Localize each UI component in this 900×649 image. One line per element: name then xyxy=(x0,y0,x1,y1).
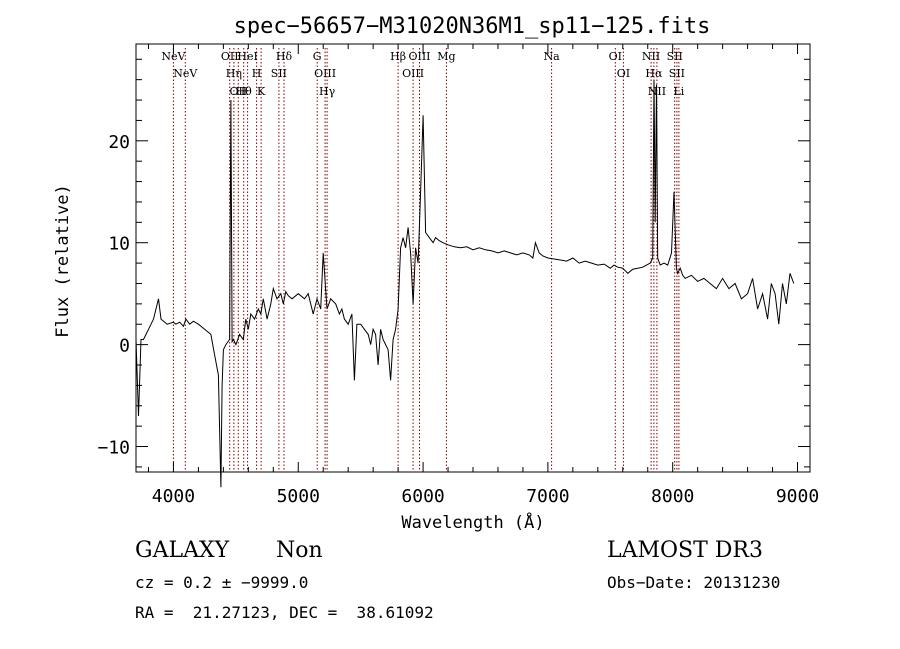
line-label: OI xyxy=(609,50,622,63)
line-label: OIII xyxy=(402,67,424,80)
line-label: SII xyxy=(667,50,683,63)
line-label: OII xyxy=(229,85,247,98)
line-label: NII xyxy=(642,50,660,63)
spectral-line-labels: NeVNeVOIIHηOIIHθHeIHKHδSIIGOIIIHγHβOIIIO… xyxy=(161,50,685,98)
y-axis-label: Flux (relative) xyxy=(53,184,73,338)
x-tick-label: 9000 xyxy=(776,486,819,507)
x-tick-label: 5000 xyxy=(277,486,320,507)
observation-date: Obs−Date: 20131230 xyxy=(607,573,781,592)
coordinates-text: RA = 21.27123, DEC = 38.61092 xyxy=(135,603,434,622)
line-label: Li xyxy=(673,85,684,98)
chart-title: spec−56657−M31020N36M1_sp11−125.fits xyxy=(234,14,711,39)
line-label: OI xyxy=(617,67,630,80)
line-label: HeI xyxy=(237,50,257,63)
spectrum-line xyxy=(135,79,795,488)
x-tick-label: 7000 xyxy=(526,486,569,507)
line-label: G xyxy=(313,50,322,63)
line-label: H xyxy=(252,67,262,80)
line-label: K xyxy=(257,85,266,98)
line-label: Hβ xyxy=(390,50,406,63)
line-label: OIII xyxy=(408,50,430,63)
axis-ticks: 4000 5000 6000 7000 8000 9000 −10 0 10 20 xyxy=(97,44,819,507)
x-tick-label: 8000 xyxy=(651,486,694,507)
plot-frame xyxy=(135,43,811,473)
object-class: GALAXY xyxy=(135,538,230,563)
line-label: Hγ xyxy=(319,85,336,98)
line-label: Hα xyxy=(645,67,663,80)
object-subclass: Non xyxy=(276,538,323,563)
line-label: OII xyxy=(221,50,239,63)
y-tick-label: 20 xyxy=(108,132,130,153)
y-tick-label: −10 xyxy=(97,438,130,459)
line-label: OIII xyxy=(314,67,336,80)
line-label: NeV xyxy=(161,50,186,63)
x-tick-label: 4000 xyxy=(152,486,195,507)
y-tick-label: 10 xyxy=(108,234,130,255)
line-label: NeV xyxy=(173,67,198,80)
survey-label: LAMOST DR3 xyxy=(607,538,763,563)
line-label: SII xyxy=(669,67,685,80)
line-label: Hθ xyxy=(236,85,253,98)
redshift-text: cz = 0.2 ± −9999.0 xyxy=(135,573,309,592)
line-label: SII xyxy=(271,67,287,80)
spectral-lines xyxy=(172,48,680,472)
y-tick-label: 0 xyxy=(119,336,130,357)
line-label: Hδ xyxy=(276,50,293,63)
x-tick-label: 6000 xyxy=(401,486,444,507)
line-label: Mg xyxy=(437,50,455,63)
x-axis-label: Wavelength (Å) xyxy=(401,511,544,533)
line-label: Na xyxy=(544,50,561,63)
line-label: Hη xyxy=(226,67,242,80)
